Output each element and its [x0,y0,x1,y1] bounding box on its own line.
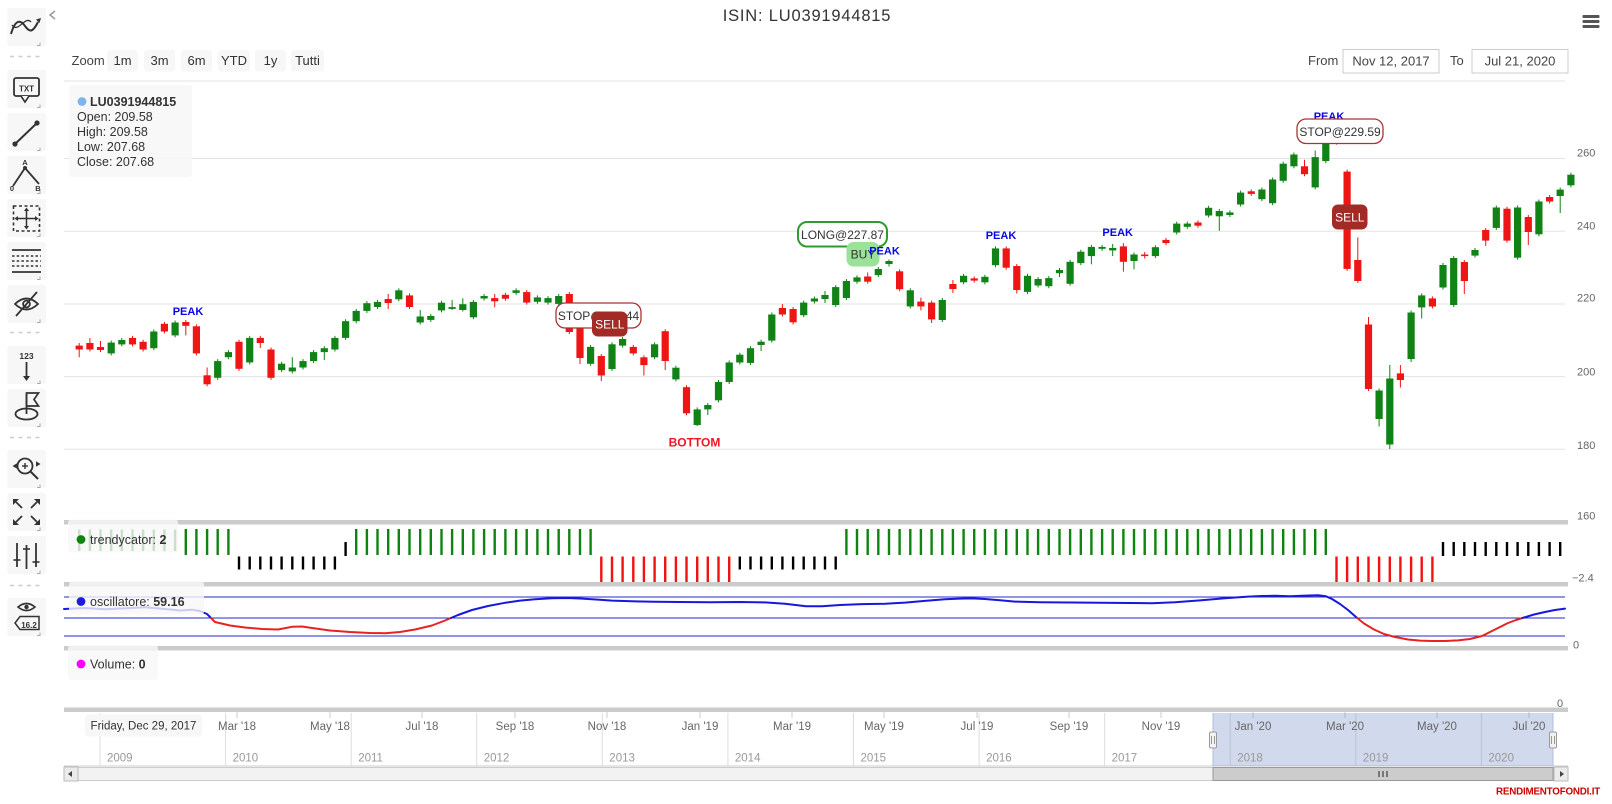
svg-text:180: 180 [1577,440,1595,452]
svg-text:123: 123 [19,351,33,361]
svg-text:0: 0 [10,184,14,193]
svg-text:Nov 12, 2017: Nov 12, 2017 [1352,54,1429,69]
svg-text:PEAK: PEAK [173,306,204,318]
svg-text:Mar '20: Mar '20 [1326,721,1364,733]
svg-text:1m: 1m [113,53,131,68]
svg-text:2011: 2011 [358,753,383,765]
svg-text:YTD: YTD [221,53,247,68]
svg-text:200: 200 [1577,367,1595,379]
svg-text:PEAK: PEAK [869,246,900,258]
svg-text:0: 0 [1573,640,1579,652]
svg-text:Mar '18: Mar '18 [218,721,256,733]
svg-text:May '20: May '20 [1417,721,1457,733]
svg-text:Jul '20: Jul '20 [1513,721,1546,733]
svg-text:160: 160 [1577,511,1595,523]
svg-text:SELL: SELL [595,318,625,332]
svg-text:2010: 2010 [233,753,259,765]
svg-text:2017: 2017 [1112,753,1138,765]
svg-text:Sep '19: Sep '19 [1050,721,1089,733]
svg-text:To: To [1450,53,1464,68]
svg-text:PEAK: PEAK [1102,227,1133,239]
svg-text:A: A [22,158,28,167]
svg-text:STOP@229.59: STOP@229.59 [1299,125,1381,139]
svg-text:Jul '19: Jul '19 [961,721,994,733]
svg-text:May '19: May '19 [864,721,904,733]
svg-text:0: 0 [1557,698,1563,710]
svg-text:3m: 3m [150,53,168,68]
svg-text:Nov '18: Nov '18 [588,721,627,733]
svg-text:−2.4: −2.4 [1572,573,1594,585]
svg-text:May '18: May '18 [310,721,350,733]
svg-text:Tutti: Tutti [295,53,320,68]
svg-text:High: 209.58: High: 209.58 [77,125,148,139]
svg-text:2009: 2009 [107,753,133,765]
svg-text:BUY: BUY [851,248,876,262]
svg-text:Jul 21, 2020: Jul 21, 2020 [1485,54,1556,69]
svg-text:trendycator: 2: trendycator: 2 [90,533,166,547]
svg-text:SELL: SELL [1335,211,1365,225]
svg-text:2012: 2012 [484,753,510,765]
svg-text:16.2: 16.2 [21,621,37,630]
svg-text:Jan '19: Jan '19 [682,721,719,733]
svg-text:Open: 209.58: Open: 209.58 [77,110,153,124]
svg-text:From: From [1308,53,1338,68]
svg-text:2018: 2018 [1237,753,1263,765]
svg-text:BOTTOM: BOTTOM [669,436,721,450]
svg-text:Sep '18: Sep '18 [496,721,535,733]
svg-text:Mar '19: Mar '19 [773,721,811,733]
svg-text:2015: 2015 [861,753,887,765]
svg-text:2013: 2013 [609,753,635,765]
svg-text:Volume: 0: Volume: 0 [90,658,146,672]
svg-text:1y: 1y [264,53,278,68]
svg-text:6m: 6m [187,53,205,68]
svg-text:2016: 2016 [986,753,1012,765]
svg-text:LONG@227.87: LONG@227.87 [801,228,884,242]
svg-text:oscillatore: 59.16: oscillatore: 59.16 [90,595,185,609]
svg-text:220: 220 [1577,293,1595,305]
svg-text:Jan '20: Jan '20 [1235,721,1272,733]
svg-text:Zoom: Zoom [72,53,105,68]
svg-text:PEAK: PEAK [986,230,1017,242]
svg-text:240: 240 [1577,221,1595,233]
svg-text:Nov '19: Nov '19 [1142,721,1181,733]
svg-text:2019: 2019 [1363,753,1389,765]
svg-text:Jul '18: Jul '18 [406,721,439,733]
svg-text:B: B [35,184,41,193]
svg-text:2014: 2014 [735,753,761,765]
svg-text:RENDIMENTOFONDI.IT: RENDIMENTOFONDI.IT [1496,787,1600,798]
svg-text:TXT: TXT [19,85,34,94]
svg-text:ISIN: LU0391944815: ISIN: LU0391944815 [723,7,892,25]
svg-text:Close: 207.68: Close: 207.68 [77,155,154,169]
svg-text:LU0391944815: LU0391944815 [90,95,176,109]
svg-text:Low: 207.68: Low: 207.68 [77,140,145,154]
svg-text:260: 260 [1577,148,1595,160]
svg-text:Friday, Dec 29, 2017: Friday, Dec 29, 2017 [91,721,197,733]
svg-text:2020: 2020 [1488,753,1514,765]
